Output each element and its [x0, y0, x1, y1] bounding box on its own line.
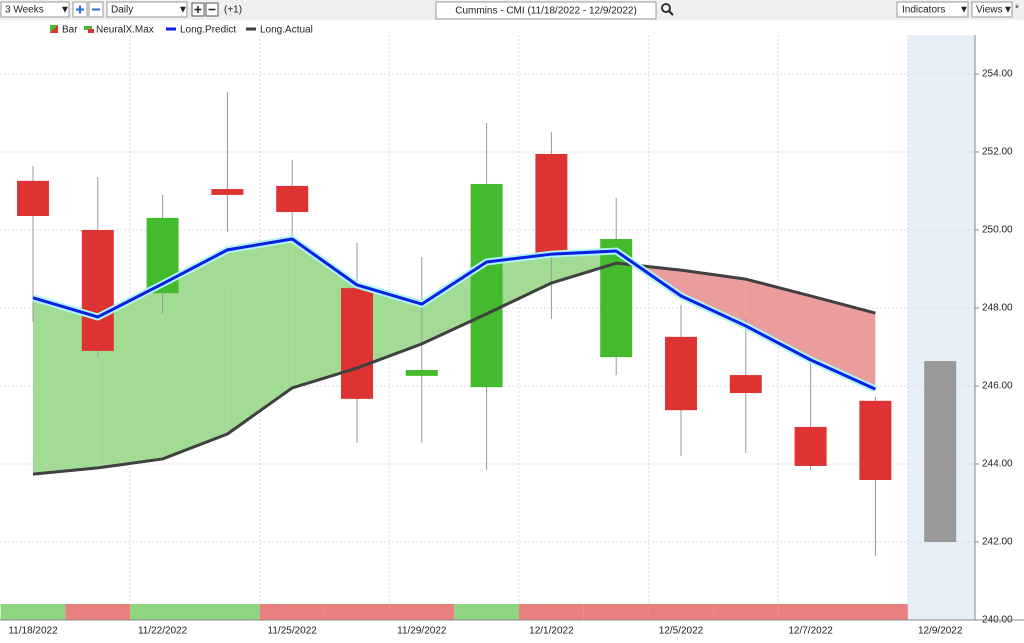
candle-body [81, 230, 114, 351]
y-tick-label: 254.00 [982, 69, 1013, 80]
symbol-box[interactable] [435, 1, 657, 20]
menu-star[interactable]: * [1015, 4, 1019, 15]
signal-block [195, 604, 260, 620]
y-tick-label: 242.00 [982, 537, 1013, 548]
x-tick-label: 11/25/2022 [268, 626, 318, 637]
interval-select[interactable] [106, 1, 188, 18]
x-tick-label: 12/5/2022 [659, 626, 704, 637]
dropdown-arrow: ▼ [60, 5, 70, 16]
signal-block [583, 604, 649, 620]
legend-signal-icon [88, 29, 94, 33]
x-tick-label: 12/7/2022 [788, 626, 833, 637]
spread-fill [745, 279, 811, 360]
spread-fill [162, 249, 228, 459]
prediction-bar [924, 361, 957, 542]
indicators-text: Indicators [902, 5, 945, 16]
spread-fill [97, 283, 163, 468]
signal-block [713, 604, 779, 620]
x-tick-label: 12/1/2022 [529, 626, 574, 637]
symbol-title: Cummins - CMI (11/18/2022 - 12/9/2022) [455, 6, 637, 17]
y-tick-label: 252.00 [982, 147, 1013, 158]
offset-text: (+1) [224, 5, 242, 16]
signal-block [389, 604, 455, 620]
y-tick-label: 250.00 [982, 225, 1013, 236]
dropdown-arrow: ▼ [1003, 5, 1013, 16]
spread-fill [486, 254, 552, 314]
x-tick-label: 11/29/2022 [397, 626, 447, 637]
search-icon-handle [668, 10, 674, 16]
y-tick-label: 248.00 [982, 303, 1013, 314]
candle-body [405, 370, 438, 376]
signal-block [843, 604, 908, 620]
spread-fill [551, 251, 617, 284]
candle-body [535, 153, 568, 257]
plot: 240.00242.00244.00246.00248.00250.00252.… [0, 35, 1013, 637]
spread-fill [33, 297, 98, 475]
search-icon[interactable] [661, 3, 671, 13]
x-tick-label: 11/18/2022 [8, 626, 58, 637]
signal-block [130, 604, 195, 620]
signal-block [259, 604, 325, 620]
spread-fill [227, 238, 293, 434]
series-line [32, 261, 876, 476]
legend-label: NeuralX.Max [96, 25, 154, 36]
candle-body [341, 288, 373, 399]
signal-block [324, 604, 390, 620]
range-text: 3 Weeks [5, 5, 44, 16]
series-line [32, 237, 877, 391]
indicators-button[interactable] [896, 1, 969, 18]
interval-text: Daily [111, 5, 133, 16]
x-tick-label: 12/9/2022 [918, 626, 963, 637]
x-tick-label: 11/22/2022 [138, 626, 188, 637]
range-select[interactable] [0, 1, 70, 18]
candle-body [17, 180, 49, 216]
y-tick-label: 246.00 [982, 381, 1013, 392]
views-text: Views [976, 5, 1003, 16]
signal-block [778, 604, 843, 620]
legend-label: Bar [62, 25, 78, 36]
signal-block [65, 604, 131, 620]
legend-bar-icon [50, 25, 58, 33]
dropdown-arrow: ▼ [178, 5, 188, 16]
plus-icon [76, 5, 84, 14]
candle-body [794, 426, 827, 466]
legend-signal-icon [84, 26, 92, 30]
candle-body [211, 189, 244, 195]
candle-body [729, 375, 762, 394]
legend-label: Long.Actual [260, 25, 313, 36]
plus-icon [194, 6, 202, 13]
signal-block [454, 604, 519, 620]
spread-fill [421, 261, 487, 344]
views-button[interactable] [971, 1, 1013, 18]
spread-fill [681, 270, 746, 326]
signal-block [0, 604, 66, 620]
candle-body [276, 185, 309, 213]
dropdown-arrow: ▼ [959, 5, 969, 16]
signal-block [648, 604, 714, 620]
signal-block [519, 604, 584, 620]
legend-label: Long.Predict [180, 25, 236, 36]
legend: Bar NeuralX.Max Long.Predict Long.Actual [50, 25, 313, 36]
candle-body [470, 183, 503, 388]
candle-body [859, 400, 892, 480]
y-tick-label: 244.00 [982, 459, 1013, 470]
spread-fill [357, 284, 422, 369]
candle-body [665, 336, 697, 411]
